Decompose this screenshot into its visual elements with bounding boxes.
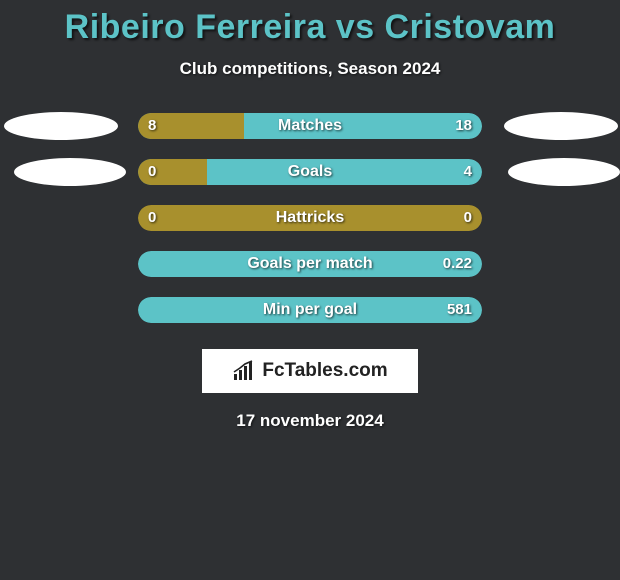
page-title: Ribeiro Ferreira vs Cristovam <box>0 8 620 47</box>
bar-right-fill <box>138 251 482 277</box>
bar-track: 00Hattricks <box>138 205 482 231</box>
bar-track: 0.22Goals per match <box>138 251 482 277</box>
player-oval-right <box>508 158 620 186</box>
bar-track: 04Goals <box>138 159 482 185</box>
player-oval-right <box>504 112 618 140</box>
stat-value-right: 0 <box>464 205 472 231</box>
logo-box: FcTables.com <box>202 349 418 393</box>
stat-row: 581Min per goal <box>0 297 620 323</box>
date-text: 17 november 2024 <box>0 411 620 431</box>
chart-icon <box>232 360 258 382</box>
bar-track: 818Matches <box>138 113 482 139</box>
stat-value-right: 0.22 <box>443 251 472 277</box>
stat-value-right: 581 <box>447 297 472 323</box>
bar-right-fill <box>138 297 482 323</box>
stat-row: 0.22Goals per match <box>0 251 620 277</box>
stat-value-right: 18 <box>455 113 472 139</box>
stat-row: 04Goals <box>0 159 620 185</box>
page-subtitle: Club competitions, Season 2024 <box>0 59 620 79</box>
comparison-rows: 818Matches04Goals00Hattricks0.22Goals pe… <box>0 113 620 323</box>
player-oval-left <box>4 112 118 140</box>
bar-track: 581Min per goal <box>138 297 482 323</box>
player-oval-left <box>14 158 126 186</box>
stat-value-right: 4 <box>464 159 472 185</box>
stat-value-left: 8 <box>148 113 156 139</box>
stat-value-left: 0 <box>148 205 156 231</box>
comparison-widget: Ribeiro Ferreira vs Cristovam Club compe… <box>0 0 620 431</box>
stat-row: 00Hattricks <box>0 205 620 231</box>
stat-value-left: 0 <box>148 159 156 185</box>
bar-right-fill <box>138 205 482 231</box>
logo-text: FcTables.com <box>262 360 387 382</box>
stat-row: 818Matches <box>0 113 620 139</box>
